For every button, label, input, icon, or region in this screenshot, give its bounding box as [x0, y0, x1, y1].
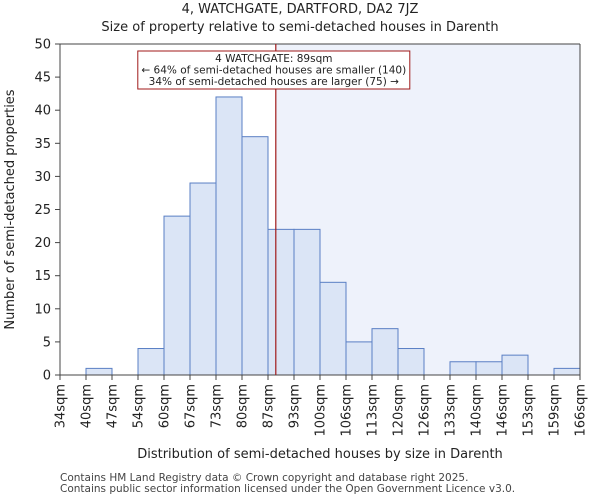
y-tick-label: 5 — [43, 335, 51, 350]
x-tick-label: 60sqm — [158, 384, 173, 428]
bar-87sqm — [267, 228, 295, 376]
y-tick-label: 15 — [34, 269, 51, 284]
x-tick-label: 140sqm — [470, 384, 485, 437]
x-tick-label: 100sqm — [314, 384, 329, 437]
x-tick-label: 126sqm — [418, 384, 433, 437]
y-tick-label: 10 — [34, 302, 51, 317]
bar-73sqm — [215, 96, 243, 376]
y-tick-label: 40 — [34, 104, 51, 119]
x-tick-label: 73sqm — [210, 384, 225, 428]
chart-subtitle: Size of property relative to semi-detach… — [101, 20, 499, 35]
x-tick-label: 34sqm — [54, 384, 69, 428]
bar-140sqm — [475, 361, 503, 376]
x-tick-label: 153sqm — [522, 384, 537, 437]
bar-80sqm — [241, 136, 269, 376]
bar-54sqm — [137, 348, 165, 376]
footer-copyright: Contains HM Land Registry data © Crown c… — [60, 472, 469, 484]
x-tick-label: 40sqm — [80, 384, 95, 428]
annotation-box — [137, 50, 411, 90]
bar-133sqm — [449, 361, 477, 376]
bar-146sqm — [501, 354, 529, 376]
bar-106sqm — [345, 341, 373, 376]
y-tick-label: 45 — [34, 71, 51, 86]
bar-40sqm — [85, 367, 113, 376]
x-tick-label: 133sqm — [444, 384, 459, 437]
bar-100sqm — [319, 281, 347, 376]
annotation-line: 4 WATCHGATE: 89sqm — [215, 53, 332, 65]
bar-60sqm — [163, 215, 191, 376]
x-tick-label: 159sqm — [548, 384, 563, 437]
page-title: 4, WATCHGATE, DARTFORD, DA2 7JZ — [181, 2, 419, 17]
x-tick-label: 54sqm — [132, 384, 147, 428]
x-axis-label: Distribution of semi-detached houses by … — [137, 447, 503, 462]
y-axis-label: Number of semi-detached properties — [3, 89, 18, 329]
annotation-line: 34% of semi-detached houses are larger (… — [149, 76, 400, 88]
bar-67sqm — [189, 182, 217, 376]
annotation-line: ← 64% of semi-detached houses are smalle… — [141, 65, 406, 77]
y-tick-label: 25 — [34, 203, 51, 218]
y-tick-label: 20 — [34, 236, 51, 251]
y-tick-label: 30 — [34, 170, 51, 185]
x-tick-label: 106sqm — [340, 384, 355, 437]
x-tick-label: 166sqm — [574, 384, 589, 437]
x-tick-label: 146sqm — [496, 384, 511, 437]
x-tick-label: 113sqm — [366, 384, 381, 437]
y-tick-label: 35 — [34, 137, 51, 152]
x-tick-label: 120sqm — [392, 384, 407, 437]
x-tick-label: 87sqm — [262, 384, 277, 428]
y-tick-label: 50 — [34, 38, 51, 53]
x-tick-label: 67sqm — [184, 384, 199, 428]
x-tick-label: 80sqm — [236, 384, 251, 428]
bar-113sqm — [371, 328, 399, 376]
bar-93sqm — [293, 228, 321, 376]
x-tick-label: 47sqm — [106, 384, 121, 428]
bar-120sqm — [397, 348, 425, 376]
footer-licence: Contains public sector information licen… — [60, 483, 516, 495]
bar-159sqm — [553, 367, 581, 376]
x-tick-label: 93sqm — [288, 384, 303, 428]
y-tick-label: 0 — [43, 369, 51, 384]
